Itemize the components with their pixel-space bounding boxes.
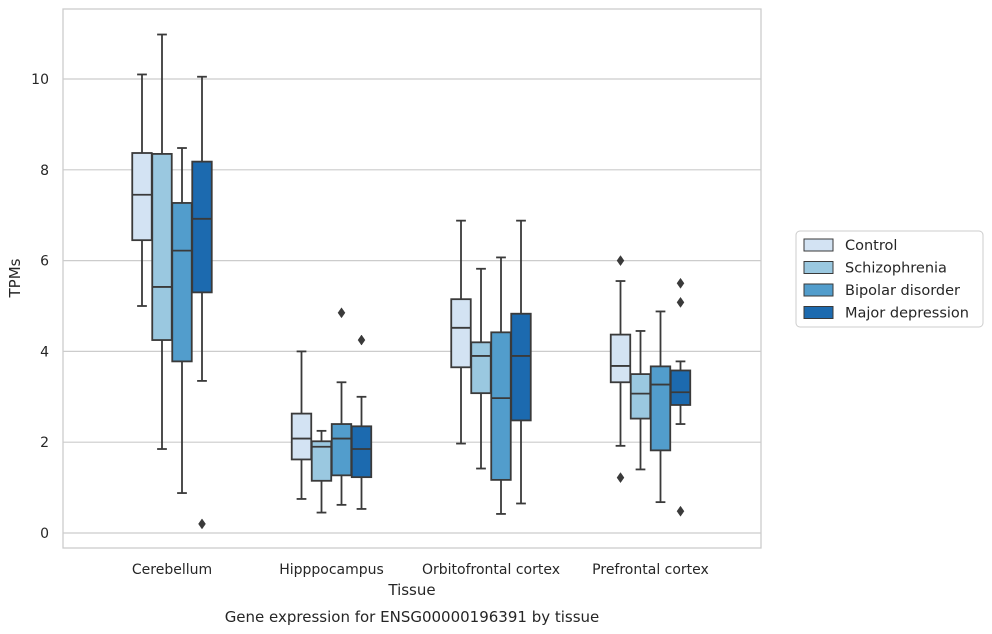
box: [649, 365, 672, 452]
x-tick-label: Prefrontal cortex: [592, 562, 709, 578]
legend-swatch: [803, 306, 834, 319]
y-tick-label: 6: [40, 254, 49, 270]
box: [609, 333, 632, 384]
box: [290, 412, 313, 461]
legend: Control Schizophrenia Bipolar disorder Majo…: [795, 230, 984, 328]
box: [629, 373, 652, 420]
y-tick-labels: 0 2 4 6 8 10: [31, 72, 49, 542]
x-tick-labels: Cerebellum Hipppocampus Orbitofrontal cort…: [132, 562, 709, 578]
x-tick-label: Cerebellum: [132, 562, 212, 578]
y-tick-label: 10: [31, 72, 49, 88]
box: [490, 331, 512, 481]
x-tick-label: Orbitofrontal cortex: [422, 562, 560, 578]
box: [350, 425, 373, 479]
y-tick-label: 8: [40, 163, 49, 179]
outlier-marker: [676, 277, 685, 289]
y-tick-label: 2: [40, 435, 49, 451]
outlier-marker: [616, 472, 625, 484]
box: [171, 202, 193, 363]
box: [450, 298, 472, 369]
chart-title: Gene expression for ENSG00000196391 by t…: [225, 608, 600, 626]
legend-label: Bipolar disorder: [845, 283, 960, 299]
legend-frame: [795, 230, 984, 328]
box: [191, 160, 213, 294]
category-group: [450, 219, 532, 515]
outlier-marker: [337, 307, 346, 319]
box: [151, 153, 173, 341]
box: [330, 423, 353, 477]
category-group: [131, 33, 213, 530]
outlier-marker: [676, 296, 685, 308]
outlier-marker: [198, 518, 206, 530]
x-axis-label: Tissue: [387, 581, 435, 599]
y-tick-label: 4: [40, 344, 49, 360]
box: [669, 369, 692, 406]
category-group: [290, 307, 373, 514]
legend-swatch: [803, 261, 834, 274]
box: [470, 341, 492, 395]
legend-label: Schizophrenia: [845, 261, 947, 277]
outlier-marker: [676, 505, 685, 517]
box: [510, 312, 532, 422]
y-tick-label: 0: [40, 526, 49, 542]
x-tick-label: Hipppocampus: [279, 562, 384, 578]
box: [131, 152, 153, 242]
category-group: [609, 255, 692, 517]
outlier-marker: [357, 334, 366, 346]
y-axis-label: TPMs: [6, 258, 24, 298]
legend-label: Major depression: [845, 306, 969, 322]
box-groups: [131, 33, 692, 530]
legend-label: Control: [845, 238, 897, 254]
legend-swatch: [803, 238, 834, 252]
legend-swatch: [803, 283, 834, 297]
outlier-marker: [616, 255, 625, 267]
